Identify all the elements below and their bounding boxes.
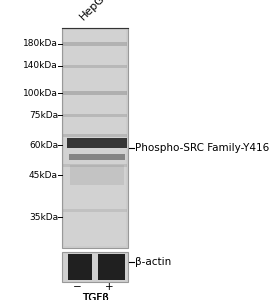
- Bar: [63, 42, 127, 46]
- Text: −: −: [73, 282, 81, 292]
- Text: TGFβ: TGFβ: [81, 293, 108, 300]
- Text: 100kDa: 100kDa: [23, 88, 58, 98]
- Text: 35kDa: 35kDa: [29, 212, 58, 221]
- Bar: [64, 30, 126, 246]
- Text: +: +: [105, 282, 113, 292]
- Bar: [63, 91, 127, 95]
- Text: 140kDa: 140kDa: [23, 61, 58, 70]
- Text: 60kDa: 60kDa: [29, 140, 58, 149]
- Text: HepG2: HepG2: [78, 0, 112, 22]
- Bar: [63, 64, 127, 68]
- Text: TGFβ: TGFβ: [81, 293, 108, 300]
- Text: β-actin: β-actin: [135, 257, 171, 267]
- Text: Phospho-SRC Family-Y416: Phospho-SRC Family-Y416: [135, 143, 269, 153]
- Bar: [68, 254, 92, 280]
- Bar: [98, 254, 125, 280]
- Bar: [62, 252, 128, 282]
- Text: 180kDa: 180kDa: [23, 40, 58, 49]
- Bar: [67, 138, 127, 148]
- Text: 45kDa: 45kDa: [29, 170, 58, 179]
- Bar: [70, 165, 124, 185]
- Bar: [63, 208, 127, 211]
- Bar: [63, 113, 127, 116]
- Bar: [69, 154, 125, 160]
- Bar: [63, 134, 127, 136]
- Bar: [63, 164, 127, 166]
- Text: 75kDa: 75kDa: [29, 110, 58, 119]
- Bar: [62, 28, 128, 248]
